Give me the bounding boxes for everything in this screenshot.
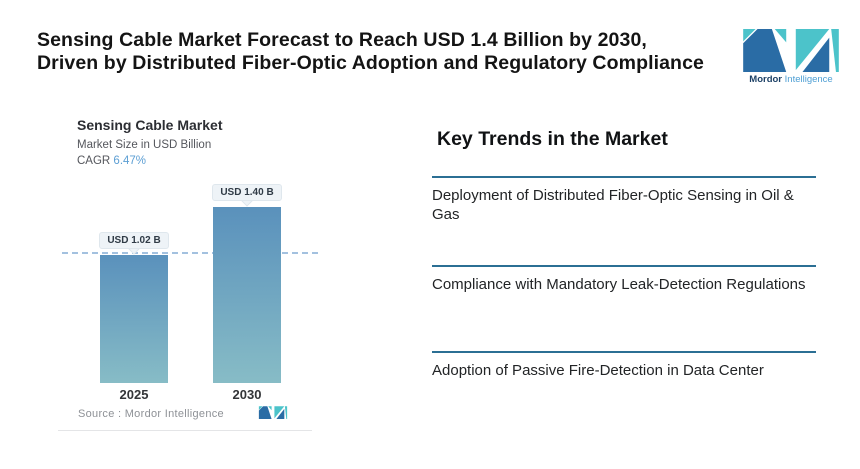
brand-name-bold: Mordor <box>749 74 782 85</box>
value-label-2025: USD 1.02 B <box>99 232 169 249</box>
x-axis-label-2025: 2025 <box>119 387 149 402</box>
chart-bottom-divider <box>58 430 312 431</box>
brand-logo-wordmark: Mordor Intelligence <box>738 74 844 85</box>
chart-title: Sensing Cable Market <box>77 117 223 133</box>
chart-cagr: CAGR 6.47% <box>77 155 146 167</box>
trends-heading: Key Trends in the Market <box>437 128 668 150</box>
bar-2030 <box>213 207 281 383</box>
mordor-logo-small-icon <box>258 406 288 424</box>
trend-item-3: Adoption of Passive Fire-Detection in Da… <box>432 351 816 380</box>
bar-2025 <box>100 255 168 383</box>
brand-name-light: Intelligence <box>784 74 833 85</box>
mordor-logo-icon <box>738 28 844 72</box>
reference-dashed-line <box>62 252 318 254</box>
cagr-value: 6.47% <box>113 155 147 167</box>
chart-subtitle: Market Size in USD Billion <box>77 139 212 151</box>
brand-logo: Mordor Intelligence <box>738 28 844 85</box>
trend-item-2: Compliance with Mandatory Leak-Detection… <box>432 265 816 294</box>
bar-group-2030: USD 1.40 B <box>212 184 282 383</box>
page-title-line-2: Driven by Distributed Fiber-Optic Adopti… <box>37 52 704 74</box>
cagr-label: CAGR <box>77 155 114 167</box>
page-title-line-1: Sensing Cable Market Forecast to Reach U… <box>37 29 647 51</box>
x-axis-label-2030: 2030 <box>232 387 262 402</box>
source-attribution: Source : Mordor Intelligence <box>78 408 224 420</box>
bar-group-2025: USD 1.02 B <box>99 232 169 383</box>
value-label-2030: USD 1.40 B <box>212 184 282 201</box>
page-title: Sensing Cable Market Forecast to Reach U… <box>37 29 737 75</box>
trend-item-1: Deployment of Distributed Fiber-Optic Se… <box>432 176 816 224</box>
